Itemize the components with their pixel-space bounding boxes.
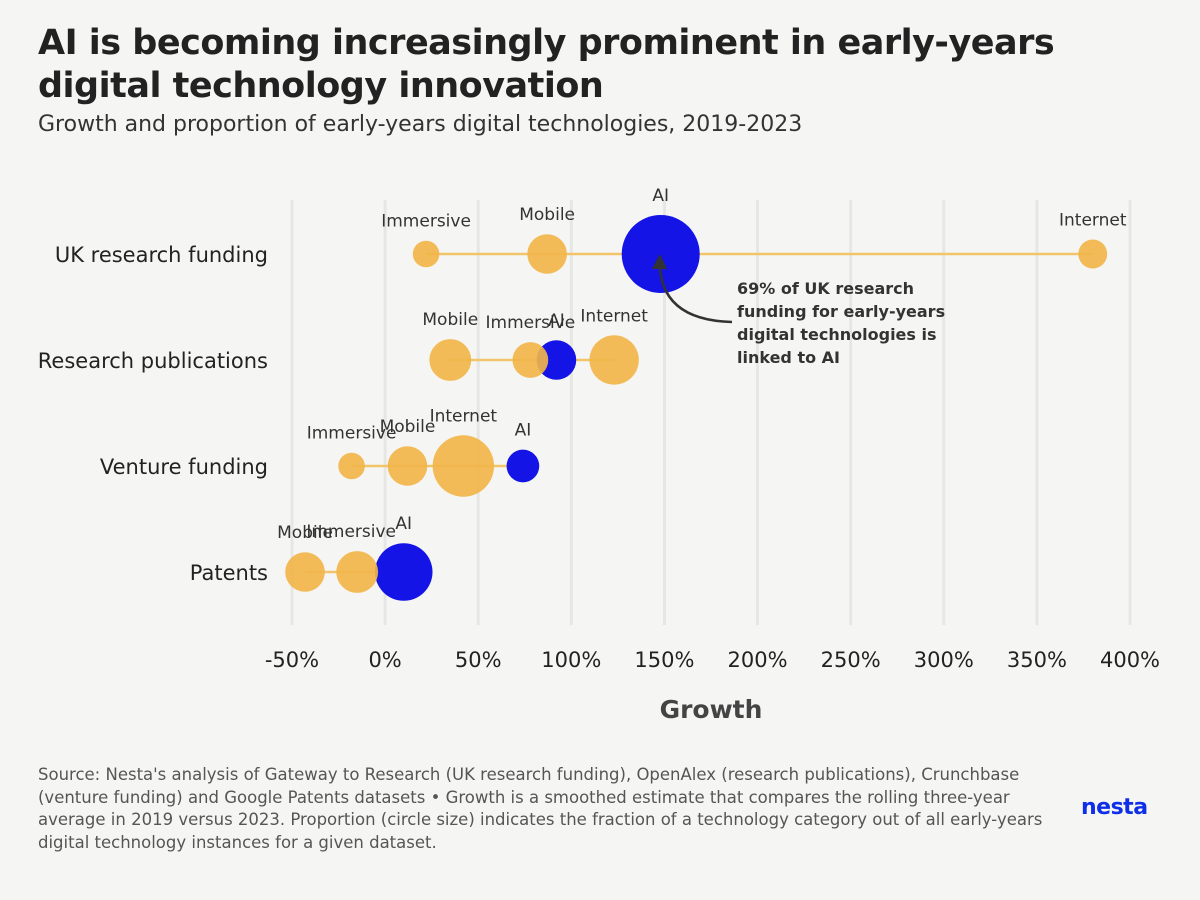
point-label: Internet (580, 306, 648, 326)
x-tick-label: 200% (728, 648, 788, 672)
bubble-internet (589, 335, 639, 385)
bubble-immersive (412, 240, 440, 268)
annotation-text: linked to AI (737, 348, 840, 367)
source-note: Source: Nesta's analysis of Gateway to R… (38, 765, 1043, 852)
x-tick-label: 350% (1007, 648, 1067, 672)
x-tick-label: -50% (265, 648, 319, 672)
annotation-text: digital technologies is (737, 325, 937, 344)
bubble-ai (621, 215, 700, 293)
annotation-arrow (652, 254, 733, 324)
x-axis-label: Growth (660, 695, 763, 724)
bubble-mobile (387, 446, 428, 486)
bubble-internet (432, 435, 495, 497)
bubble-immersive (336, 551, 379, 593)
point-label: Immersive (307, 424, 397, 444)
bubble-immersive (338, 452, 365, 480)
annotation: 69% of UK research funding for early-year… (652, 254, 945, 367)
point-label: Internet (1059, 211, 1127, 231)
bubble-mobile (285, 552, 325, 592)
category-label: Venture funding (100, 455, 268, 479)
nesta-logo: nesta (1081, 795, 1148, 820)
x-tick-label: 50% (455, 648, 502, 672)
point-label: Mobile (380, 417, 436, 437)
annotation-text: 69% of UK research (737, 279, 914, 298)
point-label: Mobile (277, 523, 333, 543)
bubble-ai (506, 449, 540, 483)
point-label: AI (548, 311, 565, 331)
bubble-mobile (429, 339, 472, 381)
x-tick-label: 0% (368, 648, 401, 672)
bubbles (285, 215, 1108, 601)
x-tick-label: 150% (634, 648, 694, 672)
point-label: AI (515, 421, 532, 441)
chart-title: AI is becoming increasingly prominent in… (38, 23, 1055, 106)
gridlines (290, 200, 1132, 625)
bubble-ai (536, 340, 577, 380)
x-tick-label: 100% (541, 648, 601, 672)
bubble-mobile (527, 234, 567, 274)
category-label: UK research funding (55, 243, 268, 267)
category-labels: UK research funding Research publications… (38, 243, 268, 585)
point-label: Mobile (519, 205, 575, 225)
bubble-internet (1078, 239, 1108, 269)
connector-lines (305, 252, 1093, 574)
bubble-immersive (512, 342, 549, 378)
point-label: Immersive (306, 522, 396, 542)
point-label: Mobile (422, 310, 478, 330)
point-label: AI (395, 514, 412, 534)
annotation-text: funding for early-years (737, 302, 945, 321)
bubble-ai (374, 543, 433, 601)
point-label: AI (652, 186, 669, 206)
point-label: Immersive (381, 212, 471, 232)
point-label: Immersive (486, 313, 576, 333)
x-tick-label: 250% (821, 648, 881, 672)
chart-subtitle: Growth and proportion of early-years dig… (38, 112, 803, 137)
x-tick-label: 400% (1100, 648, 1160, 672)
category-label: Patents (190, 561, 268, 585)
x-tick-label: 300% (914, 648, 974, 672)
point-label: Internet (430, 406, 498, 426)
category-label: Research publications (38, 349, 268, 373)
x-axis-ticks: -50% 0% 50% 100% 150% 200% 250% 300% 350% 400% (265, 648, 1160, 672)
